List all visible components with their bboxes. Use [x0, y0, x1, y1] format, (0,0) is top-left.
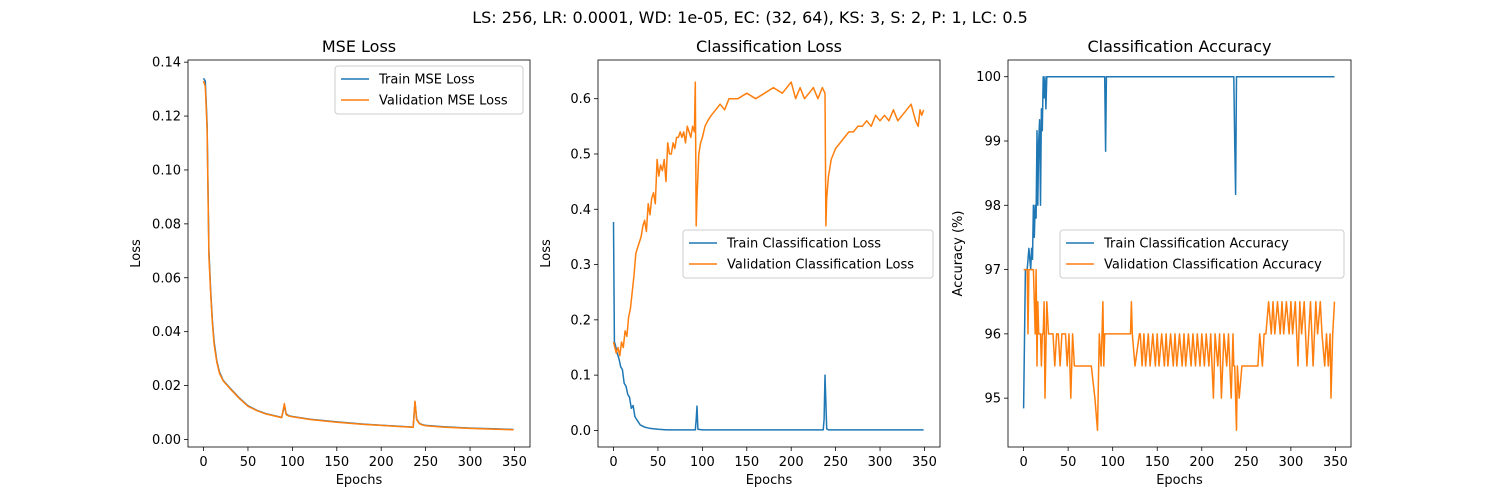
panel2-legend-label-train: Train Classification Loss [726, 237, 881, 252]
panel3-x-tick-label: 300 [1278, 455, 1303, 470]
panel2-y-tick-label: 0.5 [570, 147, 591, 162]
panel2-y-tick-label: 0.2 [570, 313, 591, 328]
panel3-title: Classification Accuracy [1088, 37, 1272, 56]
panel2-x-tick-label: 200 [779, 455, 804, 470]
panel1-legend-label-train: Train MSE Loss [378, 73, 475, 88]
panel3-y-tick-label: 99 [984, 135, 1001, 150]
panel2-title: Classification Loss [696, 37, 842, 56]
panel2-x-tick-label: 100 [690, 455, 715, 470]
panel1-x-tick-label: 300 [458, 455, 483, 470]
panel1-y-axis-label: Loss [129, 239, 144, 268]
panel1-x-tick-label: 150 [324, 455, 349, 470]
panel1-y-tick-label: 0.04 [152, 325, 181, 340]
panel3-axes-frame [1007, 59, 1352, 448]
panel1-series-line-train [202, 77, 514, 431]
panel3-x-tick-label: 200 [1189, 455, 1214, 470]
panel2-y-tick-label: 0.3 [570, 258, 591, 273]
panel2-x-tick-label: 350 [912, 455, 937, 470]
panel2-legend-label-validation: Validation Classification Loss [727, 258, 914, 273]
panel3-y-tick-label: 98 [984, 199, 1001, 214]
panel3-y-tick-label: 96 [984, 327, 1001, 342]
panel2-x-axis-label: Epochs [746, 473, 793, 488]
panel3-y-tick-label: 97 [984, 263, 1001, 278]
panel1-x-tick-label: 100 [280, 455, 305, 470]
panel3-y-axis-label: Accuracy (%) [951, 211, 966, 297]
panel2-x-tick-label: 150 [734, 455, 759, 470]
panel1-x-tick-label: 350 [502, 455, 527, 470]
panel3-x-tick-label: 250 [1234, 455, 1259, 470]
panel3-legend-box [1059, 229, 1345, 279]
panel1-legend-box [334, 65, 524, 115]
panel2-y-tick-label: 0.1 [570, 369, 591, 384]
panel2-axes-frame [597, 59, 941, 448]
panel3-y-tick-label: 100 [976, 70, 1001, 85]
panel2-series-line-train [612, 221, 924, 431]
panel1-legend-label-validation: Validation MSE Loss [379, 94, 508, 109]
panel1-y-tick-label: 0.12 [152, 110, 181, 125]
panel1-y-tick-label: 0.08 [152, 217, 181, 232]
panel2-series-line-validation [612, 81, 925, 357]
panel2-legend-box [682, 229, 934, 279]
panel1-axes-frame [187, 59, 531, 448]
panel2-y-tick-label: 0.0 [570, 424, 591, 439]
panel3-x-tick-label: 100 [1100, 455, 1125, 470]
panel2-y-tick-label: 0.4 [570, 203, 591, 218]
panel1-x-tick-label: 0 [199, 455, 207, 470]
panel1-title: MSE Loss [322, 37, 396, 56]
panel3-x-tick-label: 350 [1323, 455, 1348, 470]
panel1-x-tick-label: 200 [369, 455, 394, 470]
panel3-x-tick-label: 0 [1019, 455, 1027, 470]
panel1-x-tick-label: 50 [240, 455, 257, 470]
panel1-y-tick-label: 0.14 [152, 56, 181, 71]
panel3-x-tick-label: 150 [1145, 455, 1170, 470]
figure-suptitle: LS: 256, LR: 0.0001, WD: 1e-05, EC: (32,… [472, 8, 1028, 27]
panel3-legend-label-validation: Validation Classification Accuracy [1104, 258, 1322, 273]
panel1-series-line-validation [202, 80, 514, 431]
panel2-y-axis-label: Loss [539, 239, 554, 268]
panel2-y-tick-label: 0.6 [570, 92, 591, 107]
panel2-x-tick-label: 250 [823, 455, 848, 470]
panel2-x-tick-label: 0 [609, 455, 617, 470]
panel3-x-axis-label: Epochs [1156, 473, 1203, 488]
panel2-x-tick-label: 50 [650, 455, 667, 470]
panel1-x-tick-label: 250 [413, 455, 438, 470]
panel1-y-tick-label: 0.06 [152, 271, 181, 286]
panel1-y-tick-label: 0.00 [152, 433, 181, 448]
panel3-series-line-train [1022, 75, 1335, 409]
panel1-x-axis-label: Epochs [336, 473, 383, 488]
panel1-y-tick-label: 0.10 [152, 163, 181, 178]
panel3-y-tick-label: 95 [984, 392, 1001, 407]
panel3-x-tick-label: 50 [1060, 455, 1077, 470]
panel2-x-tick-label: 300 [868, 455, 893, 470]
panel3-series-line-validation [1023, 268, 1336, 432]
panel1-y-tick-label: 0.02 [152, 379, 181, 394]
panel3-legend-label-train: Train Classification Accuracy [1103, 237, 1289, 252]
